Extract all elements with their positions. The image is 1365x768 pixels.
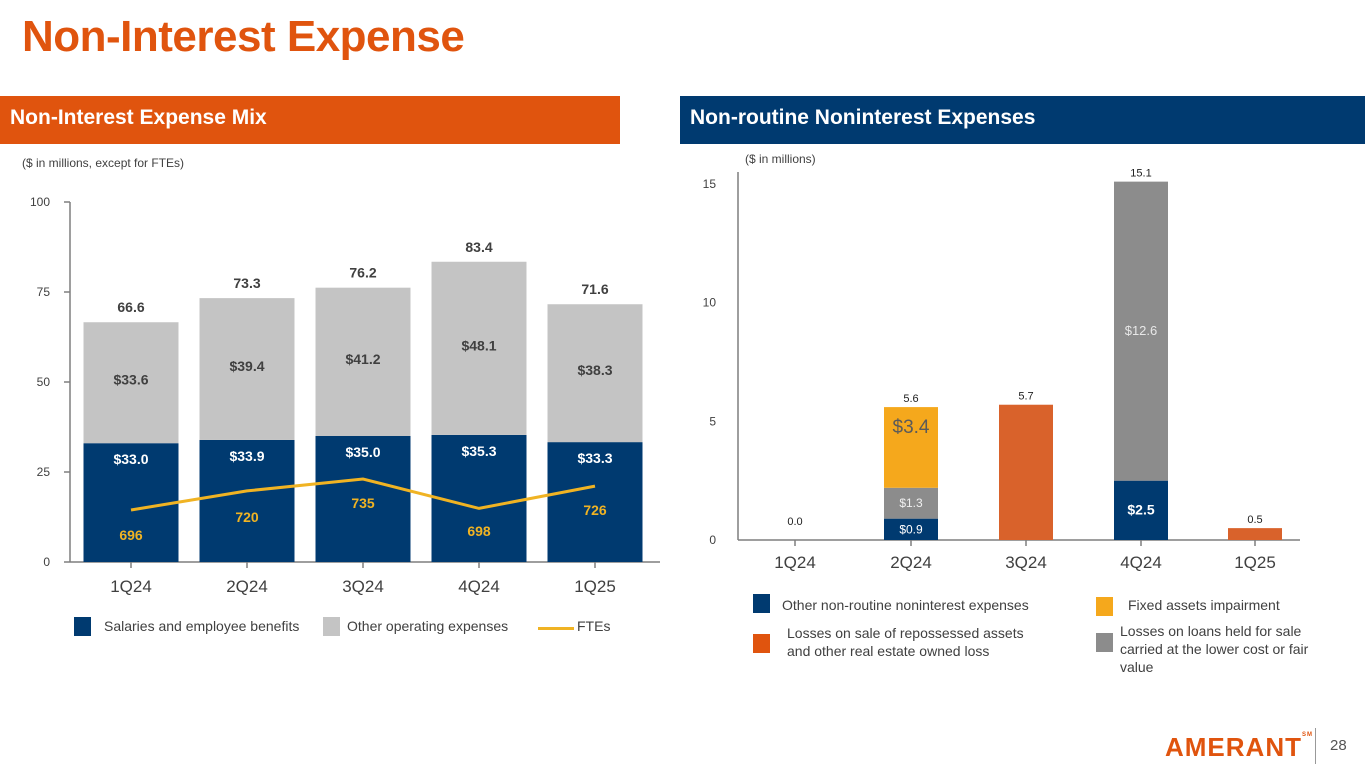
right-panel-header: Non-routine Noninterest Expenses (680, 96, 1365, 144)
fte-label: 720 (235, 509, 259, 525)
left-units-note: ($ in millions, except for FTEs) (22, 156, 185, 170)
legend-label-fixed-assets: Fixed assets impairment (1128, 597, 1280, 613)
right-units-note: ($ in millions) (745, 152, 816, 166)
legend-label-loans-held-for-sale: Losses on loans held for sale carried at… (1120, 623, 1309, 675)
fte-label: 698 (467, 523, 491, 539)
bar-salaries (431, 434, 527, 562)
bar-other-nonroutine (1114, 480, 1168, 540)
y-tick-label: 100 (30, 195, 50, 209)
y-tick-label: 25 (37, 465, 51, 479)
bar-value-label: $41.2 (345, 351, 380, 367)
x-tick-label: 1Q24 (110, 577, 152, 596)
bar-total-label: 73.3 (233, 275, 260, 291)
fte-label: 735 (351, 495, 375, 511)
y-tick-label: 75 (37, 285, 51, 299)
page-number: 28 (1330, 737, 1347, 754)
x-tick-label: 2Q24 (226, 577, 268, 596)
legend-label-repossessed: Losses on sale of repossessed assets and… (787, 625, 1024, 659)
y-tick-label: 10 (703, 296, 717, 310)
fte-label: 696 (119, 527, 143, 543)
bar-value-label: $33.3 (577, 450, 612, 466)
bar-salaries (199, 439, 295, 562)
bar-total-label: 5.7 (1018, 391, 1033, 403)
bar-other-operating (199, 298, 295, 440)
bar-value-label: $35.0 (345, 444, 380, 460)
y-tick-label: 15 (703, 177, 717, 191)
amerant-logo: AMERANTSM (1165, 732, 1313, 763)
fte-line (130, 477, 596, 512)
legend-swatch-loans-held-for-sale (1096, 633, 1113, 652)
bar-value-label: $1.3 (899, 496, 923, 510)
bar-loans-held-for-sale (884, 487, 938, 519)
x-tick-label: 1Q25 (1234, 553, 1276, 572)
legend-label-other-nonroutine: Other non-routine noninterest expenses (782, 597, 1029, 613)
bar-total-label: 66.6 (117, 299, 144, 315)
bar-value-label: $2.5 (1127, 501, 1154, 517)
x-tick-label: 4Q24 (1120, 553, 1162, 572)
logo-text: AMERANT (1165, 732, 1302, 762)
bar-other-operating (315, 287, 411, 436)
bar-total-label: 71.6 (581, 281, 608, 297)
bar-total-label: 83.4 (465, 239, 492, 255)
x-tick-label: 2Q24 (890, 553, 932, 572)
bar-value-label: $48.1 (461, 337, 496, 353)
x-tick-label: 1Q25 (574, 577, 616, 596)
legend-label-ftes: FTEs (577, 618, 611, 634)
bar-other-operating (83, 322, 179, 444)
y-tick-label: 50 (37, 375, 51, 389)
x-tick-label: 1Q24 (774, 553, 816, 572)
bar-fixed-assets (884, 407, 938, 488)
bar-value-label: $39.4 (229, 358, 264, 374)
bar-value-label: $3.4 (893, 417, 930, 438)
footer-divider (1315, 728, 1316, 764)
page-title: Non-Interest Expense (22, 12, 465, 61)
legend-swatch-salaries (74, 617, 91, 636)
fte-label: 726 (583, 502, 607, 518)
legend-swatch-fixed-assets (1096, 597, 1113, 616)
bar-value-label: $38.3 (577, 362, 612, 378)
legend-line-ftes (538, 627, 574, 630)
x-tick-label: 3Q24 (1005, 553, 1047, 572)
legend-swatch-other-operating (323, 617, 340, 636)
y-tick-label: 0 (43, 555, 50, 569)
nonroutine-expense-chart: 0 5 10 15 1Q24 0.0 2Q24 $0.9 $1.3 $3.4 5.6 3Q24 5.7 4… (703, 168, 1300, 572)
legend-label-other-operating: Other operating expenses (347, 618, 509, 634)
left-panel-header: Non-Interest Expense Mix (0, 96, 620, 144)
bar-value-label: $33.9 (229, 448, 264, 464)
bar-total-label: 76.2 (349, 265, 376, 281)
bar-value-label: $0.9 (899, 522, 923, 536)
x-tick-label: 3Q24 (342, 577, 384, 596)
expense-mix-chart: 0 25 50 75 100 1Q24 $33.0 $33.6 66.6 2Q24 $33.9 $39… (30, 195, 660, 596)
bar-value-label: $35.3 (461, 443, 496, 459)
y-tick-label: 5 (709, 414, 716, 428)
bar-loans-held-for-sale (1114, 181, 1168, 481)
bar-total-label: 0.0 (787, 516, 802, 528)
bar-total-label: 5.6 (903, 393, 918, 405)
bar-other-operating (431, 261, 527, 435)
bar-repossessed (999, 404, 1053, 540)
bar-value-label: $33.0 (113, 451, 148, 467)
bar-other-operating (547, 304, 643, 443)
x-tick-label: 4Q24 (458, 577, 500, 596)
legend-label-salaries: Salaries and employee benefits (104, 618, 300, 634)
legend-swatch-other-nonroutine (753, 594, 770, 613)
bar-salaries (547, 442, 643, 562)
legend-swatch-repossessed (753, 634, 770, 653)
bar-salaries (83, 443, 179, 562)
bar-salaries (315, 436, 411, 562)
logo-service-mark: SM (1302, 732, 1313, 738)
y-tick-label: 0 (709, 533, 716, 547)
bar-repossessed (1228, 528, 1282, 540)
bar-other-nonroutine (884, 518, 938, 540)
bar-total-label: 15.1 (1130, 168, 1151, 180)
bar-value-label: $12.6 (1125, 323, 1158, 338)
bar-total-label: 0.5 (1247, 514, 1262, 526)
bar-value-label: $33.6 (113, 372, 148, 388)
